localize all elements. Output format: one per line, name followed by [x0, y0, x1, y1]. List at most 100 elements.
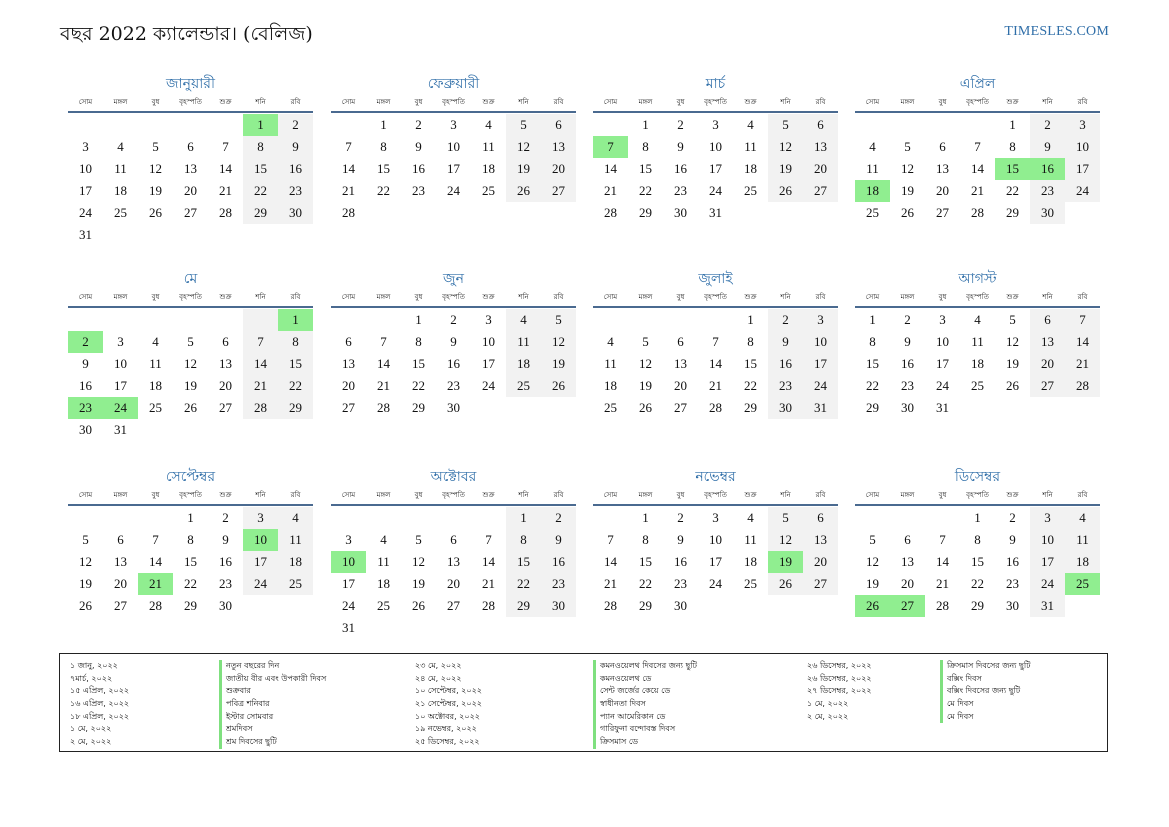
empty-cell [698, 309, 733, 331]
legend-names-col-2: কমনওয়েলথ দিবসের জন্য ছুটি কমনওয়েলথ ডে সে… [593, 660, 697, 749]
day-cell: 26 [506, 180, 541, 202]
day-cell: 20 [803, 158, 838, 180]
day-cell: 3 [712, 510, 719, 525]
weekday-label: রবি [1077, 293, 1088, 301]
day-cell: 20 [447, 576, 460, 591]
day-cell: 31 [803, 397, 838, 419]
legend-holiday-name: শ্রম দিবসের ছুটি [219, 736, 326, 749]
month-calendar: আগস্ট সোম মঙ্গল বুধ বৃহস্পতি শুক্র শনি রবি 1 2 3 4 5… [855, 268, 1100, 419]
day-cell: 19 [866, 576, 879, 591]
day-cell: 3 [1030, 507, 1065, 529]
weekday-label: মঙ্গল [376, 98, 391, 106]
day-cell: 19 [768, 158, 803, 180]
day-cell: 20 [219, 378, 232, 393]
day-cell: 18 [604, 378, 617, 393]
day-cell: 6 [939, 139, 946, 154]
day-cell: 2 [677, 117, 684, 132]
day-cell: 8 [506, 529, 541, 551]
day-cell: 1 [869, 312, 876, 327]
day-cell: 25 [506, 375, 541, 397]
weekday-label: শুক্র [219, 293, 232, 301]
month-calendar: ডিসেম্বর সোম মঙ্গল বুধ বৃহস্পতি শুক্র শনি রবি 1 2… [855, 466, 1100, 617]
day-cell: 1 [1009, 117, 1016, 132]
day-cell: 8 [187, 532, 194, 547]
day-cell: 10 [482, 334, 495, 349]
weekday-label: শনি [518, 98, 529, 106]
empty-cell [243, 419, 278, 441]
day-cell: 14 [243, 353, 278, 375]
month-name: এপ্রিল [959, 76, 996, 92]
holiday-day-cell: 16 [1030, 158, 1065, 180]
day-cell: 17 [243, 551, 278, 573]
week-row: 14 15 16 17 18 19 20 [593, 551, 838, 573]
day-cell: 21 [604, 576, 617, 591]
day-cell: 26 [184, 400, 197, 415]
day-cell: 11 [114, 161, 127, 176]
month-calendar: নভেম্বর সোম মঙ্গল বুধ বৃহস্পতি শুক্র শনি রবি 1 2 3… [593, 466, 838, 617]
weekday-label: মঙ্গল [376, 491, 391, 499]
holiday-day-cell: 21 [138, 573, 173, 595]
day-cell: 19 [541, 353, 576, 375]
day-cell: 23 [219, 576, 232, 591]
day-cell: 22 [506, 573, 541, 595]
week-row: 18 19 20 21 22 23 24 [593, 375, 838, 397]
day-cell: 28 [936, 598, 949, 613]
day-cell: 4 [1065, 507, 1100, 529]
day-cell: 19 [639, 378, 652, 393]
day-cell: 11 [866, 161, 879, 176]
day-cell: 29 [506, 595, 541, 617]
day-cell: 9 [222, 532, 229, 547]
day-cell: 14 [604, 554, 617, 569]
empty-cell [68, 114, 103, 136]
weekday-label: শনি [255, 293, 266, 301]
legend-holiday-name: নতুন বছরের দিন [219, 660, 326, 673]
legend-date: ১০ অক্টোবর, ২০২২ [415, 711, 480, 721]
empty-cell [138, 419, 173, 441]
day-cell: 13 [674, 356, 687, 371]
day-cell: 6 [450, 532, 457, 547]
day-cell: 18 [971, 356, 984, 371]
empty-cell [628, 309, 663, 331]
holiday-day-cell: 2 [68, 331, 103, 353]
month-name: অক্টোবর [430, 469, 477, 485]
day-cell: 12 [866, 554, 879, 569]
day-cell: 23 [447, 378, 460, 393]
empty-cell [593, 309, 628, 331]
day-cell: 1 [380, 117, 387, 132]
weekday-label: শুক্র [744, 491, 757, 499]
day-cell: 13 [901, 554, 914, 569]
holiday-day-cell: 10 [331, 551, 366, 573]
empty-cell [208, 309, 243, 331]
legend-holiday-name: সেন্ট জর্জের কেয়ে ডে [593, 685, 697, 699]
day-cell: 29 [184, 598, 197, 613]
day-cell: 27 [219, 400, 232, 415]
day-cell: 12 [901, 161, 914, 176]
day-cell: 16 [674, 554, 687, 569]
day-cell: 9 [1009, 532, 1016, 547]
week-row: 11 12 13 14 15 16 17 [593, 353, 838, 375]
day-cell: 9 [541, 529, 576, 551]
brand-link[interactable]: TIMESLES.COM [1004, 24, 1109, 39]
month-name: জানুয়ারী [166, 76, 215, 92]
empty-cell [733, 595, 768, 617]
legend-date: ১ মে, ২০২২ [70, 724, 112, 734]
day-cell: 6 [904, 532, 911, 547]
day-cell: 3 [243, 507, 278, 529]
day-cell: 19 [1006, 356, 1019, 371]
weekday-label: রবি [553, 491, 564, 499]
day-cell: 18 [149, 378, 162, 393]
weekday-label: মঙ্গল [113, 491, 128, 499]
day-cell: 10 [936, 334, 949, 349]
day-cell: 25 [482, 183, 495, 198]
day-cell: 12 [768, 136, 803, 158]
day-cell: 20 [342, 378, 355, 393]
day-cell: 21 [219, 183, 232, 198]
day-cell: 13 [219, 356, 232, 371]
day-cell: 23 [278, 180, 313, 202]
weekday-label: শনি [780, 293, 791, 301]
weekday-header: সোম মঙ্গল বুধ বৃহস্পতি শুক্র শনি রবি [855, 95, 1100, 109]
legend-holiday-name: কমনওয়েলথ ডে [593, 672, 697, 686]
day-cell: 16 [447, 356, 460, 371]
week-row: 21 22 23 24 25 26 27 [593, 180, 838, 202]
week-row: 1 [68, 309, 313, 331]
